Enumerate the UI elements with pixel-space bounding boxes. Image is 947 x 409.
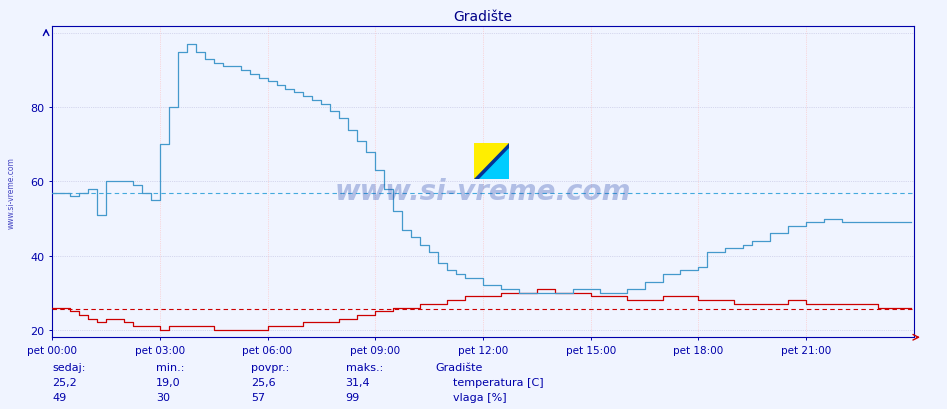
Text: sedaj:: sedaj:: [52, 362, 85, 372]
Text: 25,6: 25,6: [251, 377, 276, 387]
Text: 19,0: 19,0: [156, 377, 181, 387]
Polygon shape: [479, 148, 509, 180]
Text: 99: 99: [346, 392, 360, 402]
Text: 25,2: 25,2: [52, 377, 77, 387]
Polygon shape: [474, 143, 509, 180]
Text: 57: 57: [251, 392, 265, 402]
Text: 49: 49: [52, 392, 66, 402]
Text: temperatura [C]: temperatura [C]: [453, 377, 544, 387]
Text: www.si-vreme.com: www.si-vreme.com: [7, 156, 16, 228]
Text: min.:: min.:: [156, 362, 185, 372]
Text: maks.:: maks.:: [346, 362, 383, 372]
Title: Gradište: Gradište: [454, 10, 512, 24]
Text: 30: 30: [156, 392, 170, 402]
Text: vlaga [%]: vlaga [%]: [453, 392, 507, 402]
Text: www.si-vreme.com: www.si-vreme.com: [334, 178, 632, 205]
Text: Gradište: Gradište: [436, 362, 483, 372]
Text: povpr.:: povpr.:: [251, 362, 289, 372]
Text: 31,4: 31,4: [346, 377, 370, 387]
Polygon shape: [474, 143, 509, 180]
